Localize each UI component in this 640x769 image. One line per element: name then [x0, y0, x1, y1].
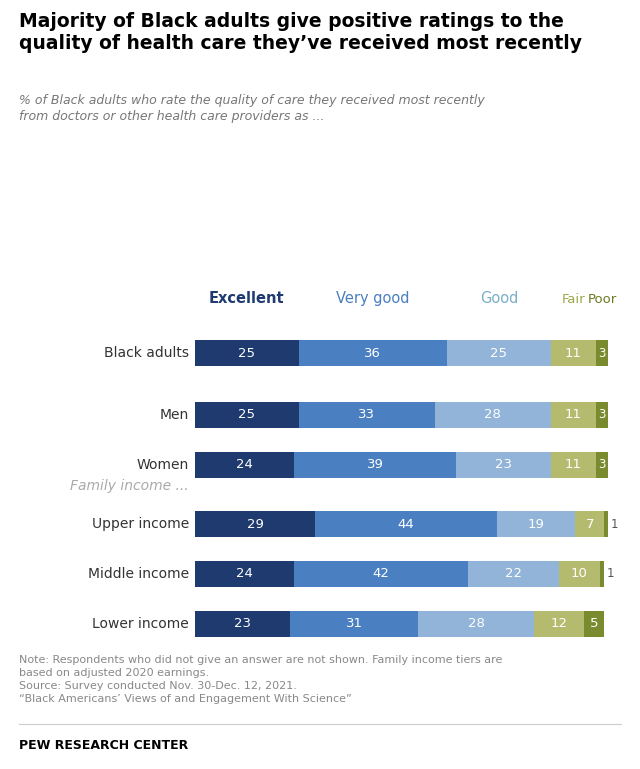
Text: 44: 44	[397, 518, 414, 531]
Bar	[294, 561, 468, 587]
Text: 1: 1	[606, 568, 614, 581]
Bar	[497, 511, 575, 537]
Bar	[195, 561, 294, 587]
Text: % of Black adults who rate the quality of care they received most recently
from : % of Black adults who rate the quality o…	[19, 94, 485, 123]
Bar	[534, 611, 584, 637]
Text: 24: 24	[236, 568, 253, 581]
Text: Good: Good	[480, 291, 518, 306]
Text: 10: 10	[571, 568, 588, 581]
Bar	[195, 511, 315, 537]
Text: 5: 5	[589, 618, 598, 631]
Bar	[315, 511, 497, 537]
Text: 25: 25	[238, 347, 255, 360]
Text: 23: 23	[495, 458, 511, 471]
Bar	[575, 511, 604, 537]
Text: 1: 1	[611, 518, 618, 531]
Text: Excellent: Excellent	[209, 291, 285, 306]
Text: Note: Respondents who did not give an answer are not shown. Family income tiers : Note: Respondents who did not give an an…	[19, 655, 502, 704]
Bar	[604, 511, 609, 537]
Bar	[468, 561, 559, 587]
Text: Poor: Poor	[588, 293, 617, 306]
Bar	[298, 340, 447, 366]
Text: 23: 23	[234, 618, 252, 631]
Text: Family income ...: Family income ...	[70, 479, 189, 493]
Text: 42: 42	[372, 568, 390, 581]
Text: Women: Women	[137, 458, 189, 471]
Bar	[195, 611, 290, 637]
Text: 25: 25	[490, 347, 508, 360]
Bar	[550, 340, 596, 366]
Text: 19: 19	[527, 518, 545, 531]
Text: 7: 7	[586, 518, 594, 531]
Text: Majority of Black adults give positive ratings to the
quality of health care the: Majority of Black adults give positive r…	[19, 12, 582, 53]
Text: 3: 3	[598, 408, 606, 421]
Text: 39: 39	[367, 458, 383, 471]
Text: PEW RESEARCH CENTER: PEW RESEARCH CENTER	[19, 739, 188, 752]
Bar	[298, 402, 435, 428]
Bar	[290, 611, 419, 637]
Text: 11: 11	[564, 458, 582, 471]
Text: 36: 36	[364, 347, 381, 360]
Text: Very good: Very good	[336, 291, 410, 306]
Bar	[550, 451, 596, 478]
Text: 3: 3	[598, 458, 606, 471]
Bar	[596, 451, 609, 478]
Text: Black adults: Black adults	[104, 346, 189, 360]
Text: Men: Men	[160, 408, 189, 422]
Bar	[596, 340, 609, 366]
Bar	[435, 402, 550, 428]
Bar	[419, 611, 534, 637]
Text: 24: 24	[236, 458, 253, 471]
Bar	[195, 402, 298, 428]
Text: 28: 28	[468, 618, 484, 631]
Text: 29: 29	[246, 518, 264, 531]
Bar	[195, 340, 298, 366]
Text: 12: 12	[550, 618, 567, 631]
Text: 11: 11	[564, 347, 582, 360]
Text: 11: 11	[564, 408, 582, 421]
Text: Fair: Fair	[561, 293, 585, 306]
Bar	[195, 451, 294, 478]
Text: 3: 3	[598, 347, 606, 360]
Text: 25: 25	[238, 408, 255, 421]
Text: Lower income: Lower income	[92, 617, 189, 631]
Bar	[596, 402, 609, 428]
Bar	[559, 561, 600, 587]
Text: Upper income: Upper income	[92, 517, 189, 531]
Bar	[550, 402, 596, 428]
Bar	[456, 451, 550, 478]
Bar	[600, 561, 604, 587]
Bar	[584, 611, 604, 637]
Text: 28: 28	[484, 408, 501, 421]
Bar	[447, 340, 550, 366]
Bar	[294, 451, 456, 478]
Text: 31: 31	[346, 618, 363, 631]
Text: Middle income: Middle income	[88, 567, 189, 581]
Text: 22: 22	[505, 568, 522, 581]
Text: 33: 33	[358, 408, 375, 421]
